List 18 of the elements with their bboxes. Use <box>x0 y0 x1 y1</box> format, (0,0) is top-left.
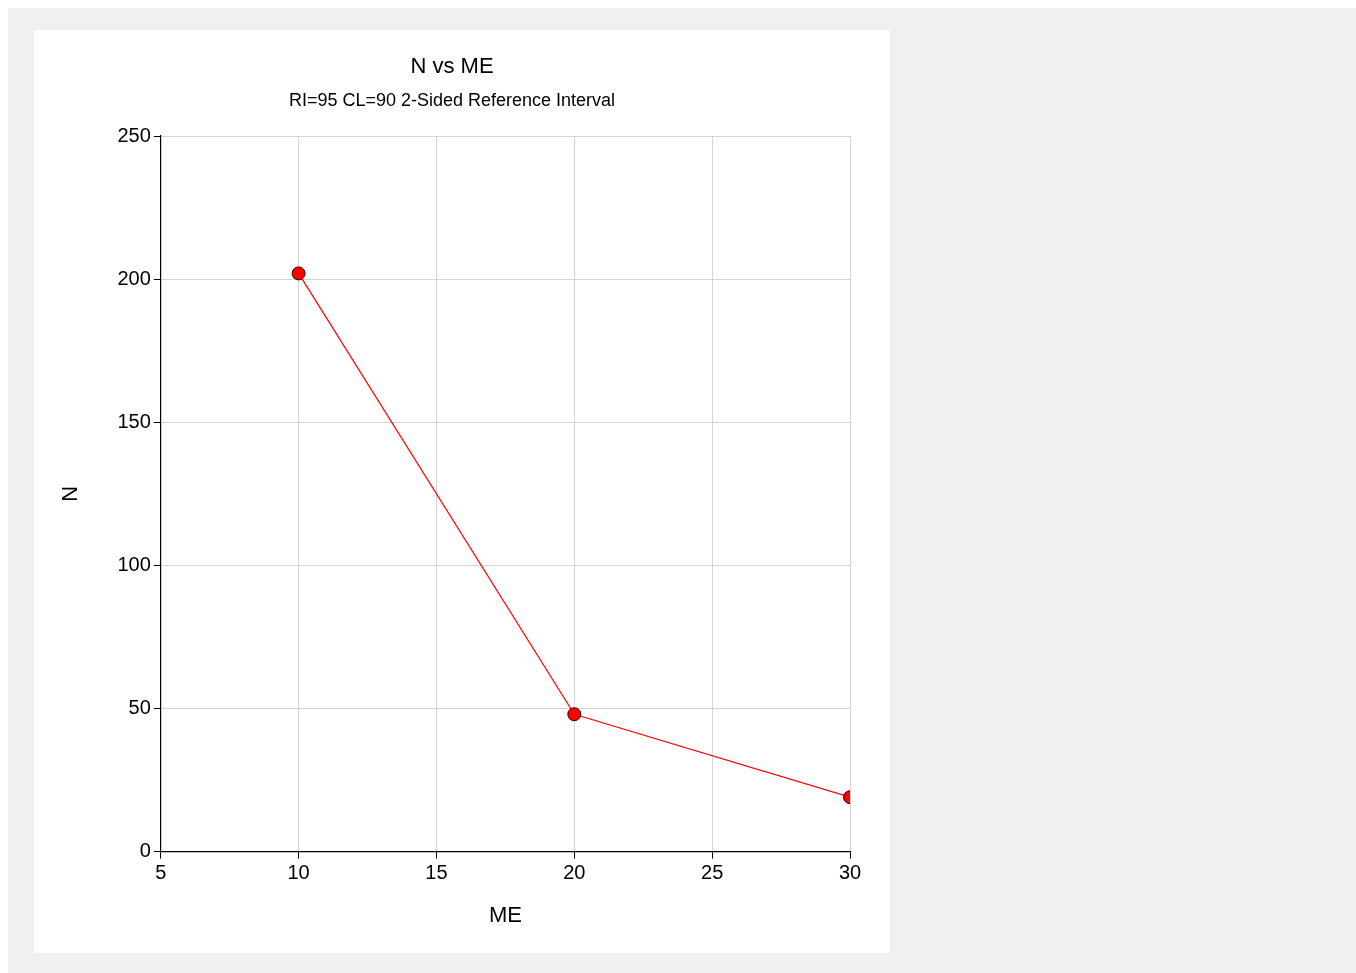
x-tick-label: 25 <box>701 861 724 884</box>
y-tick-label: 0 <box>139 839 151 862</box>
y-tick-label: 100 <box>117 552 151 575</box>
chart-title: N vs ME <box>410 53 494 79</box>
x-tick-label: 30 <box>838 861 862 884</box>
chart-subtitle: RI=95 CL=90 2-Sided Reference Interval <box>288 90 616 111</box>
point <box>291 266 306 281</box>
y-axis-title: N <box>57 485 83 502</box>
x-tick-label: 15 <box>425 861 448 884</box>
y-tick-label: 250 <box>117 123 151 146</box>
point <box>567 707 582 722</box>
x-tick-label: 10 <box>287 861 310 884</box>
y-tick-label: 150 <box>117 409 151 432</box>
x-tick-label: 5 <box>155 861 167 884</box>
y-tick-label: 50 <box>128 696 151 718</box>
x-tick-label: 20 <box>563 861 586 884</box>
y-tick-label: 200 <box>117 266 151 289</box>
x-axis-title: ME <box>488 901 522 927</box>
